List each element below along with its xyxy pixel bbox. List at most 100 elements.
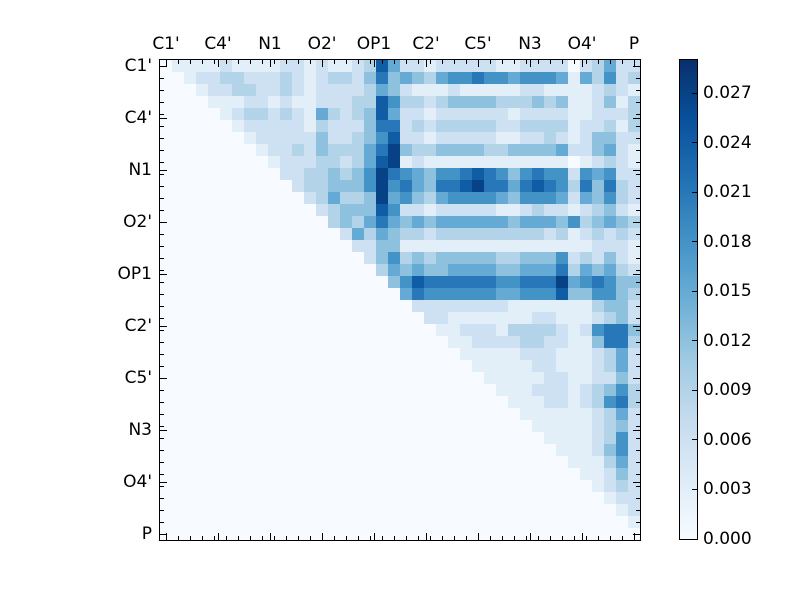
heatmap-cell — [472, 180, 484, 192]
heatmap-cell — [580, 408, 592, 420]
left-axis-tick — [160, 317, 164, 319]
heatmap-cell — [592, 384, 604, 396]
heatmap-cell — [616, 216, 628, 228]
heatmap-cell — [556, 216, 568, 228]
heatmap-cell — [544, 192, 556, 204]
heatmap-cell — [316, 180, 328, 192]
top-axis-tick — [373, 60, 375, 67]
heatmap-cell — [568, 396, 580, 408]
right-axis-tick — [636, 161, 640, 163]
heatmap-cell — [616, 156, 628, 168]
left-axis-tick — [160, 389, 164, 391]
left-axis-tick — [160, 305, 164, 307]
heatmap-cell — [388, 60, 400, 72]
heatmap-cell — [520, 132, 532, 144]
top-axis-tick — [477, 60, 479, 67]
heatmap-cell — [520, 204, 532, 216]
heatmap-cell — [568, 312, 580, 324]
heatmap-cell — [316, 132, 328, 144]
heatmap-cell — [328, 192, 340, 204]
heatmap-cell — [520, 216, 532, 228]
heatmap-cell — [400, 276, 412, 288]
heatmap-cell — [616, 240, 628, 252]
heatmap-cell — [388, 96, 400, 108]
heatmap-cell — [544, 408, 556, 420]
heatmap-cell — [256, 72, 268, 84]
heatmap-cell — [400, 132, 412, 144]
heatmap-cell — [424, 96, 436, 108]
heatmap-cell — [616, 336, 628, 348]
heatmap-cell — [304, 96, 316, 108]
heatmap-cell — [364, 228, 376, 240]
left-axis-tick — [160, 497, 164, 499]
heatmap-cell — [448, 288, 460, 300]
right-axis-tick — [636, 137, 640, 139]
heatmap-cell — [628, 516, 640, 528]
top-axis-tick — [381, 60, 383, 64]
heatmap-cell — [364, 120, 376, 132]
heatmap-cell — [616, 492, 628, 504]
heatmap-cell — [592, 120, 604, 132]
bottom-axis-tick — [369, 536, 371, 540]
heatmap-cell — [256, 108, 268, 120]
heatmap-cell — [508, 300, 520, 312]
heatmap-cell — [616, 264, 628, 276]
right-axis-tick — [636, 497, 640, 499]
top-axis-tick — [213, 60, 215, 64]
right-axis-tick — [636, 341, 640, 343]
heatmap-cell — [304, 108, 316, 120]
right-axis-tick — [636, 233, 640, 235]
left-axis-tick — [160, 437, 164, 439]
heatmap-cell — [604, 396, 616, 408]
heatmap-cell — [280, 144, 292, 156]
left-axis-tick — [160, 365, 164, 367]
heatmap-cell — [556, 444, 568, 456]
heatmap-cell — [352, 180, 364, 192]
top-axis-tick — [425, 60, 427, 67]
heatmap-cell — [628, 444, 640, 456]
heatmap-cell — [556, 372, 568, 384]
heatmap-cell — [460, 120, 472, 132]
x-axis-label: O4' — [567, 34, 597, 54]
right-axis-tick — [636, 269, 640, 271]
heatmap-cell — [532, 420, 544, 432]
heatmap-cell — [436, 228, 448, 240]
right-axis-tick — [633, 65, 640, 67]
bottom-axis-tick — [525, 536, 527, 540]
heatmap-cell — [496, 60, 508, 72]
heatmap-cell — [304, 120, 316, 132]
bottom-axis-tick — [345, 536, 347, 540]
heatmap-cell — [604, 420, 616, 432]
heatmap-cell — [388, 120, 400, 132]
heatmap-cell — [544, 108, 556, 120]
left-axis-tick — [160, 413, 164, 415]
left-axis-tick — [160, 509, 164, 511]
heatmap-cell — [496, 96, 508, 108]
heatmap-cell — [532, 84, 544, 96]
bottom-axis-tick — [621, 536, 623, 540]
heatmap-cell — [484, 360, 496, 372]
heatmap-cell — [520, 60, 532, 72]
colorbar-tick-label: 0.012 — [703, 330, 752, 351]
heatmap-cell — [472, 192, 484, 204]
heatmap-cell — [604, 336, 616, 348]
heatmap-cell — [556, 288, 568, 300]
top-axis-tick — [297, 60, 299, 64]
heatmap-cell — [628, 288, 640, 300]
heatmap-cell — [448, 168, 460, 180]
heatmap-cell — [412, 180, 424, 192]
heatmap-cell — [316, 120, 328, 132]
heatmap-cell — [484, 168, 496, 180]
top-axis-tick — [369, 60, 371, 64]
heatmap-cell — [436, 60, 448, 72]
heatmap-cell — [580, 468, 592, 480]
heatmap-cell — [436, 240, 448, 252]
heatmap-cell — [628, 468, 640, 480]
y-axis-label: P — [141, 524, 152, 544]
heatmap-cell — [304, 84, 316, 96]
heatmap-cell — [628, 360, 640, 372]
heatmap-cell — [400, 180, 412, 192]
heatmap-cell — [556, 432, 568, 444]
heatmap-cell — [568, 96, 580, 108]
heatmap-cell — [508, 108, 520, 120]
